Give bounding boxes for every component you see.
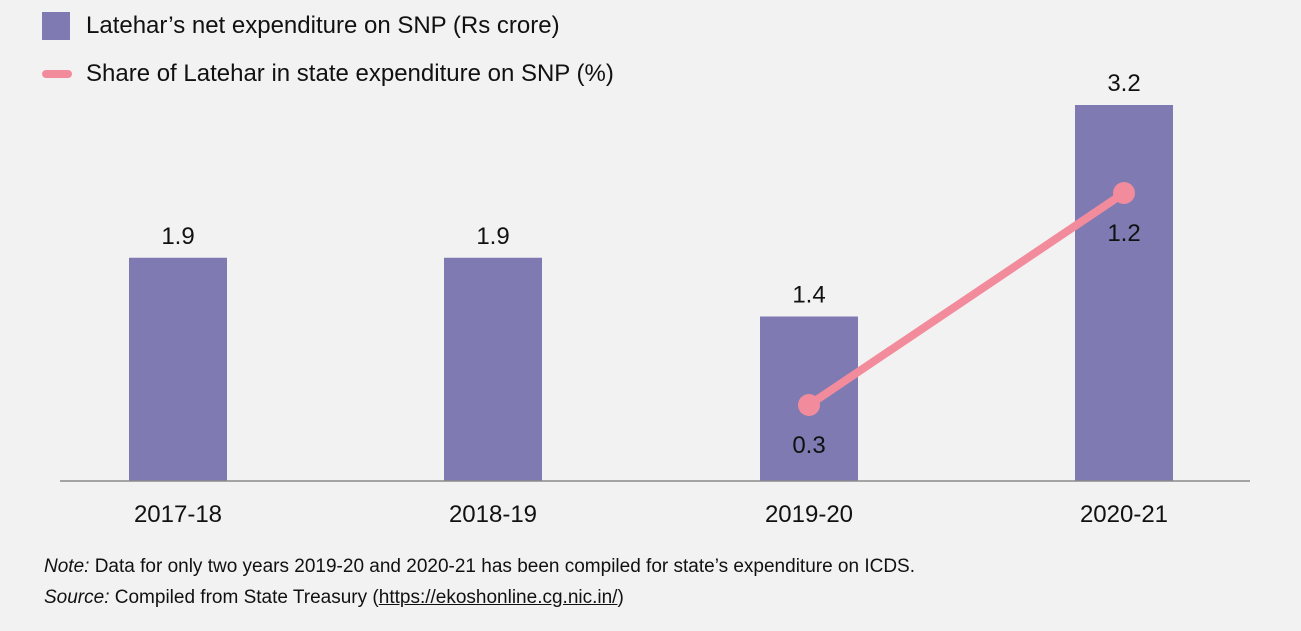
x-tick-label: 2017-18 [134, 501, 222, 528]
note-text: Data for only two years 2019-20 and 2020… [89, 556, 916, 577]
source-end: ) [617, 587, 624, 608]
bar-2017-18 [129, 257, 227, 481]
bar-value-label: 1.9 [161, 223, 194, 250]
x-tick-label: 2019-20 [765, 501, 853, 528]
note-label: Note: [44, 556, 90, 577]
legend-item-bar: Latehar’s net expenditure on SNP (Rs cro… [42, 10, 614, 42]
bar-2018-19 [444, 257, 542, 481]
share-line [805, 189, 1128, 409]
share-value-label: 1.2 [1107, 220, 1140, 247]
legend-item-line: Share of Latehar in state expenditure on… [42, 58, 614, 90]
source-text: Compiled from State Treasury ( [109, 587, 379, 608]
share-point [1113, 182, 1135, 204]
x-tick-label: 2020-21 [1080, 501, 1168, 528]
legend-bar-swatch [42, 12, 70, 40]
note-line: Note: Data for only two years 2019-20 an… [44, 551, 915, 582]
bar-value-label: 1.9 [476, 223, 509, 250]
chart-notes: Note: Data for only two years 2019-20 an… [44, 551, 915, 613]
share-point [798, 394, 820, 416]
legend-bar-label: Latehar’s net expenditure on SNP (Rs cro… [86, 12, 560, 39]
bar-2020-21 [1075, 105, 1173, 481]
source-label: Source: [44, 587, 110, 608]
legend-line-swatch [42, 70, 72, 78]
share-value-label: 0.3 [792, 432, 825, 459]
source-line: Source: Compiled from State Treasury (ht… [44, 582, 915, 613]
bar-value-label: 3.2 [1107, 70, 1140, 97]
bar-value-label: 1.4 [792, 282, 825, 309]
source-link[interactable]: https://ekoshonline.cg.nic.in/ [378, 587, 618, 608]
x-tick-label: 2018-19 [449, 501, 537, 528]
chart-legend: Latehar’s net expenditure on SNP (Rs cro… [42, 10, 614, 106]
legend-line-label: Share of Latehar in state expenditure on… [86, 60, 614, 87]
